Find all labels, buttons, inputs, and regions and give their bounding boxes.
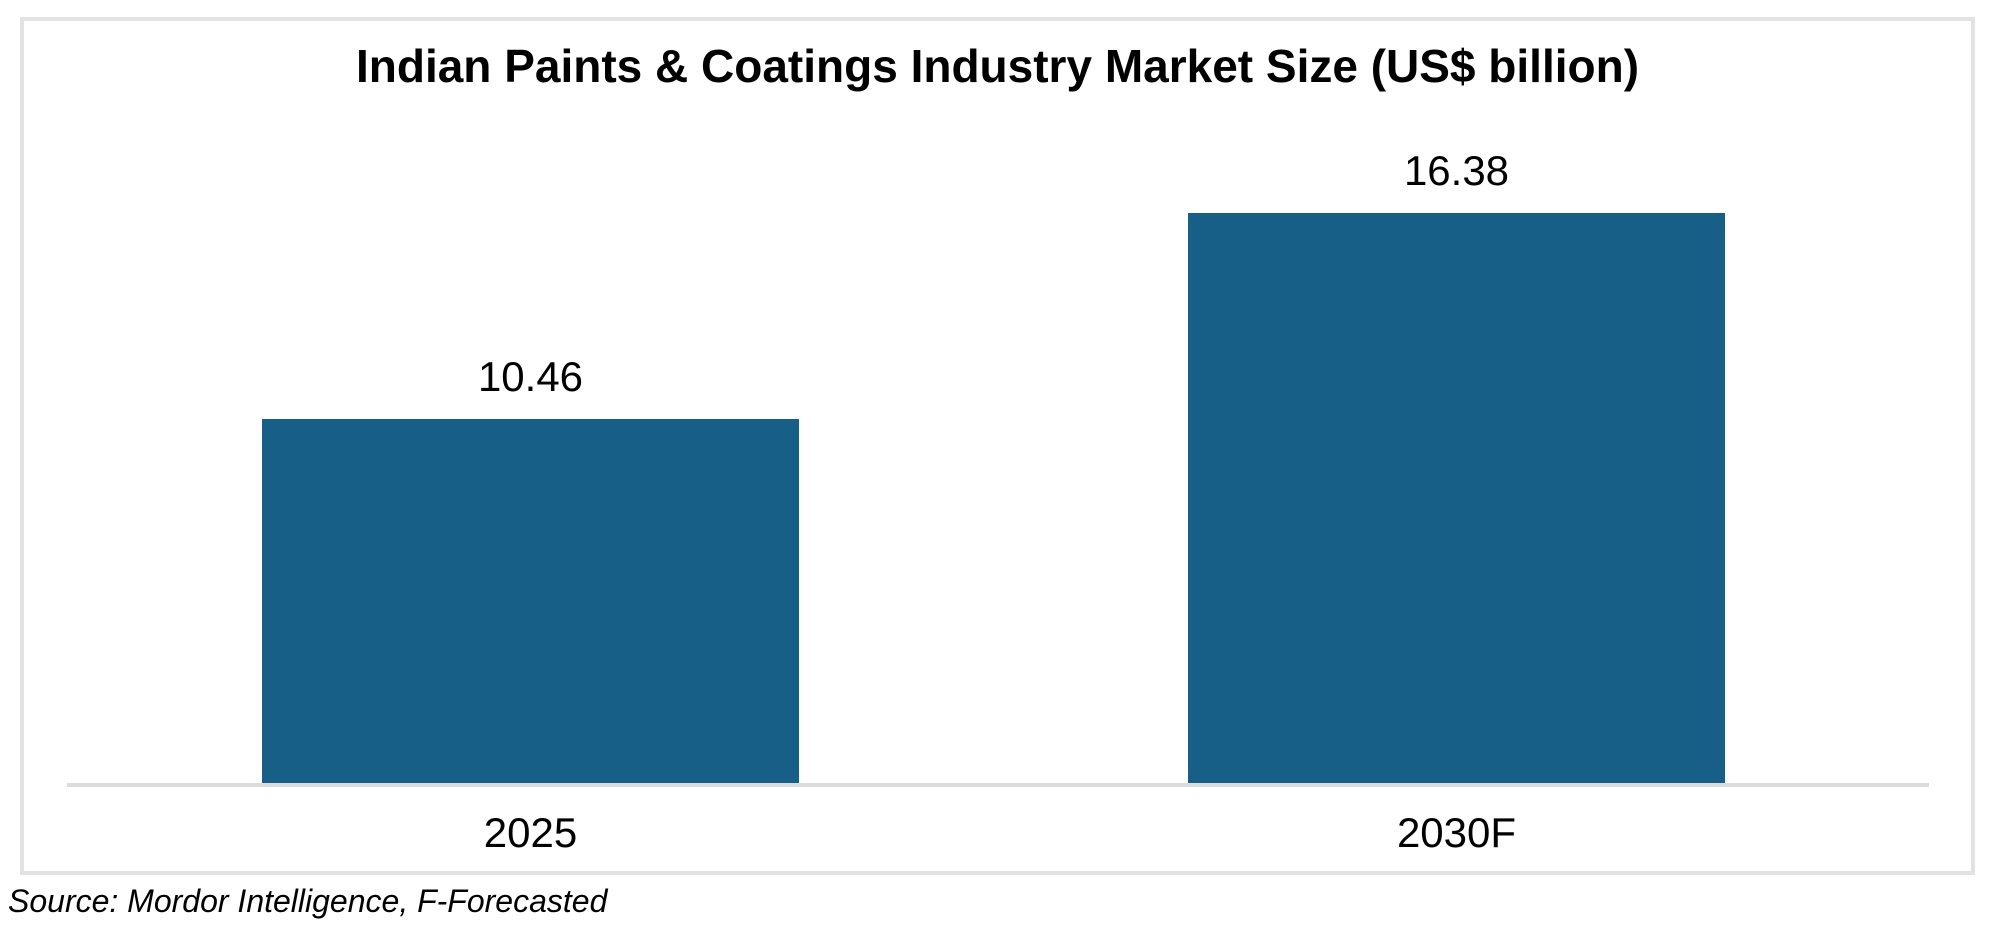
bar-value-label-2030f: 16.38 xyxy=(1403,146,1510,194)
bar-2030f xyxy=(1188,213,1725,783)
bar-2025 xyxy=(262,419,799,783)
source-note: Source: Mordor Intelligence, F-Forecaste… xyxy=(8,883,608,919)
chart-title: Indian Paints & Coatings Industry Market… xyxy=(355,40,1640,92)
bar-column-2025: 10.46 2025 xyxy=(262,352,799,856)
x-tick-label-2030f: 2030F xyxy=(1396,809,1517,856)
chart-frame: Indian Paints & Coatings Industry Market… xyxy=(20,17,1975,875)
x-tick-label-2025: 2025 xyxy=(483,809,578,856)
bar-value-label-2025: 10.46 xyxy=(477,352,584,400)
x-axis-line xyxy=(67,783,1929,787)
bar-column-2030f: 16.38 2030F xyxy=(1188,146,1725,856)
